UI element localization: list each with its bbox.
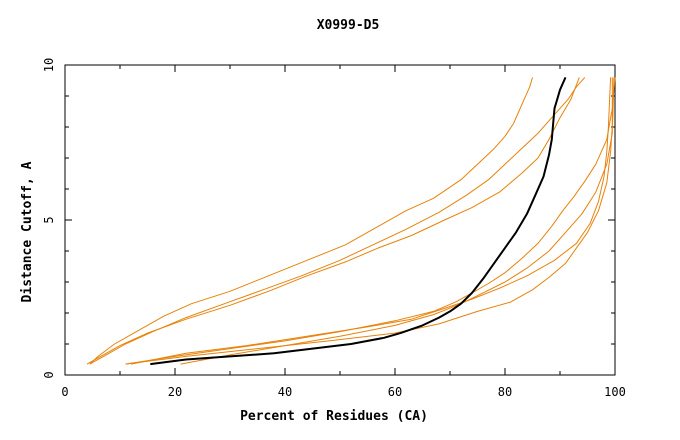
x-tick-label: 80 (498, 385, 512, 399)
y-tick-label: 10 (42, 58, 56, 72)
series-line (89, 77, 586, 365)
series-line (130, 77, 612, 365)
x-tick-label: 0 (61, 385, 68, 399)
series-line (180, 77, 613, 365)
x-axis-label: Percent of Residues (CA) (240, 409, 428, 424)
series-line (86, 77, 580, 365)
y-axis-label: Distance Cutoff, A (20, 161, 35, 302)
y-tick-label: 0 (42, 371, 56, 378)
x-tick-label: 100 (604, 385, 626, 399)
axis-ticks (64, 64, 616, 376)
series-line (125, 77, 616, 365)
chart-title: X0999-D5 (317, 18, 380, 33)
x-tick-label: 20 (168, 385, 182, 399)
x-tick-labels: 0 20 40 60 80 100 (61, 385, 625, 399)
series-line-highlight (150, 76, 567, 366)
series-lines (86, 76, 616, 366)
y-tick-labels: 0 5 10 (42, 58, 56, 379)
series-line (89, 77, 533, 365)
x-tick-label: 40 (278, 385, 292, 399)
plot-frame (64, 64, 616, 376)
series-line (125, 77, 615, 365)
y-tick-label: 5 (42, 216, 56, 223)
x-tick-label: 60 (388, 385, 402, 399)
